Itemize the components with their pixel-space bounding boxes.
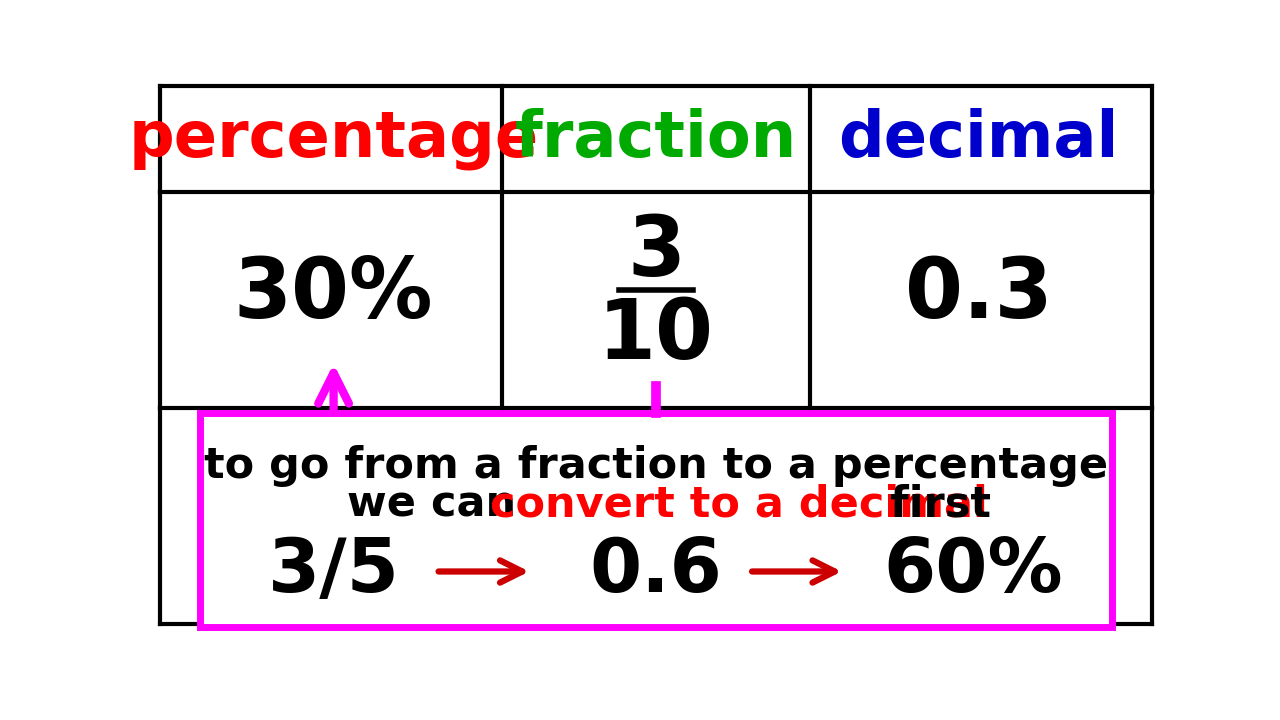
Text: to go from a fraction to a percentage: to go from a fraction to a percentage [204, 445, 1108, 487]
Text: 3/5: 3/5 [268, 535, 399, 608]
Text: decimal: decimal [838, 108, 1119, 170]
Text: 0.3: 0.3 [905, 253, 1052, 335]
Text: 10: 10 [598, 295, 714, 377]
Text: 0.6: 0.6 [590, 535, 722, 608]
Text: 3: 3 [627, 212, 685, 293]
Text: 60%: 60% [883, 535, 1064, 608]
Text: we can: we can [347, 484, 531, 526]
FancyBboxPatch shape [200, 413, 1112, 627]
Text: percentage: percentage [128, 108, 539, 170]
Text: first: first [876, 484, 991, 526]
Text: fraction: fraction [515, 108, 797, 170]
Text: 30%: 30% [234, 253, 434, 335]
Text: convert to a decimal: convert to a decimal [489, 484, 987, 526]
